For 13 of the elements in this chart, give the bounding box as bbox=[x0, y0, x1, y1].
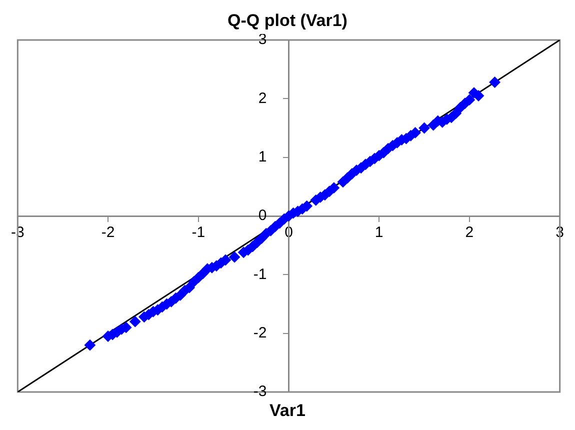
y-tick-label: 2 bbox=[258, 90, 267, 107]
y-tick-label: -3 bbox=[253, 383, 267, 400]
y-tick-label: -1 bbox=[253, 266, 267, 283]
y-tick-label: 1 bbox=[258, 148, 267, 166]
x-tick-label: -2 bbox=[101, 224, 115, 242]
x-tick-label: 2 bbox=[465, 224, 474, 242]
x-axis-title: Var1 bbox=[270, 401, 306, 420]
y-tick-label: -2 bbox=[253, 324, 267, 342]
x-tick-label: -1 bbox=[192, 224, 206, 242]
chart-title: Q-Q plot (Var1) bbox=[228, 11, 348, 30]
y-tick-label: 0 bbox=[258, 207, 267, 224]
y-tick-label: 3 bbox=[258, 31, 267, 48]
x-tick-label: 1 bbox=[374, 224, 384, 242]
